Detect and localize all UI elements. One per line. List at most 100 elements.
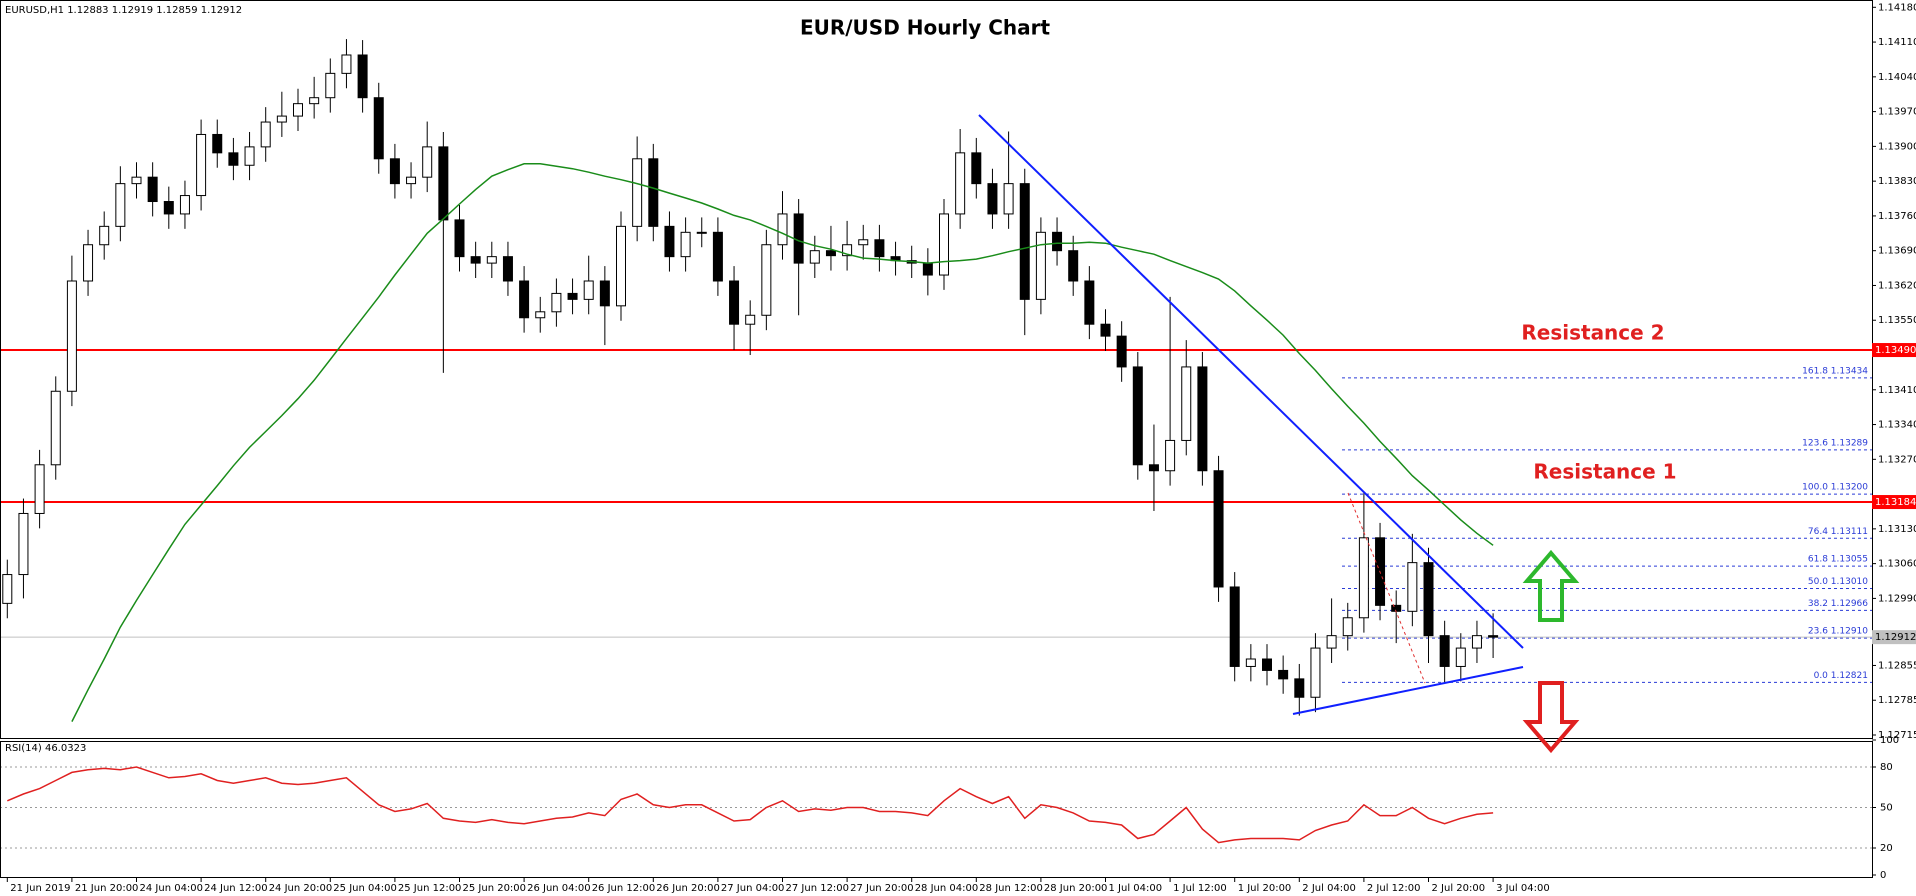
y-tick-label: 1.12855: [1878, 660, 1916, 671]
candle-body: [18, 512, 29, 576]
trend-line: [1292, 666, 1524, 715]
candle-body: [1278, 669, 1289, 680]
candle-body: [260, 121, 271, 148]
y-tick-label: 1.13130: [1878, 524, 1916, 535]
candle-body: [987, 183, 998, 215]
y-tick-label: 1.13760: [1878, 211, 1916, 222]
candle-body: [1358, 537, 1369, 619]
candle-body: [131, 176, 142, 185]
candle-body: [373, 97, 384, 160]
up-arrow: [1522, 549, 1580, 622]
x-tick-label: 2 Jul 12:00: [1367, 883, 1421, 894]
grid-layer: 161.8 1.13434 123.6 1.13289 100.0 1.13200 7…: [0, 349, 1872, 849]
moving-average: [71, 163, 1494, 722]
candle-body: [1391, 604, 1402, 612]
candle-body: [1326, 635, 1337, 649]
x-tick-label: 26 Jun 12:00: [592, 883, 656, 894]
x-tick-label: 21 Jun 2019: [10, 883, 70, 894]
candle-body: [83, 244, 94, 282]
candle-body: [551, 292, 562, 313]
x-tick-label: 1 Jul 04:00: [1109, 883, 1163, 894]
candle-body: [438, 146, 449, 221]
candle-body: [745, 314, 756, 325]
y-tick-label: 1.13340: [1878, 420, 1916, 431]
candle-body: [567, 292, 578, 300]
candle-body: [293, 103, 303, 117]
x-tick-label: 25 Jun 04:00: [333, 883, 397, 894]
down-arrow: [1522, 681, 1580, 754]
level-box: [1872, 495, 1916, 510]
candle-body: [406, 176, 417, 185]
y-tick-label: 1.13690: [1878, 246, 1916, 257]
candle-body: [276, 115, 287, 123]
y-tick-label: 1.13970: [1878, 107, 1916, 118]
x-tick-label: 27 Jun 20:00: [850, 883, 914, 894]
candle-body: [1100, 323, 1111, 337]
rsi-tick-label: 100: [1880, 735, 1899, 746]
candle-body: [971, 152, 982, 185]
candle-body: [712, 231, 723, 282]
candle-body: [729, 280, 740, 325]
x-tick-label: 28 Jun 20:00: [1044, 883, 1108, 894]
candle-body: [1116, 335, 1127, 368]
candle-body: [535, 311, 546, 319]
x-tick-label: 24 Jun 12:00: [204, 883, 268, 894]
fib-label: 76.4 1.13111: [1808, 527, 1868, 537]
rsi-tick-label: 0: [1880, 870, 1886, 881]
candle-body: [341, 54, 352, 74]
candle-body: [648, 158, 659, 227]
candle-body: [1165, 439, 1176, 472]
candle-body: [228, 152, 239, 166]
candle-body: [1229, 586, 1240, 667]
candle-body: [616, 225, 626, 307]
fib-label: 23.6 1.12910: [1808, 627, 1868, 637]
x-tick-label: 25 Jun 12:00: [398, 883, 462, 894]
candle-body: [583, 280, 594, 300]
candle-body: [1407, 562, 1418, 612]
candle-body: [163, 201, 174, 215]
candle-body: [1148, 464, 1159, 472]
candle-body: [1003, 183, 1014, 215]
candle-body: [842, 244, 853, 257]
x-tick-label: 26 Jun 20:00: [656, 883, 720, 894]
candle-body: [777, 213, 788, 246]
candle-body: [825, 250, 836, 257]
main-frame: [0, 0, 1873, 739]
candle-body: [922, 262, 933, 276]
x-tick-label: 21 Jun 20:00: [75, 883, 139, 894]
y-tick-label: 1.12715: [1878, 730, 1916, 741]
candle-body: [470, 256, 481, 264]
y-tick-label: 1.14110: [1878, 37, 1916, 48]
candle-body: [454, 219, 465, 258]
x-tick-label: 24 Jun 20:00: [269, 883, 333, 894]
candle-body: [1439, 635, 1450, 667]
fib-label: 0.0 1.12821: [1814, 671, 1868, 681]
candle-body: [1342, 617, 1353, 637]
y-tick-label: 1.13270: [1878, 454, 1916, 465]
candle-body: [50, 390, 61, 466]
x-tick-label: 28 Jun 04:00: [915, 883, 979, 894]
candle-body: [196, 133, 207, 197]
rsi-tick-label: 50: [1880, 803, 1893, 814]
fib-label: 161.8 1.13434: [1802, 366, 1868, 376]
level-label: 1.13184: [1875, 497, 1916, 508]
level-box: [1872, 343, 1916, 358]
fib-label: 50.0 1.13010: [1808, 577, 1868, 587]
rsi-line: [7, 766, 1494, 844]
x-tick-label: 27 Jun 04:00: [721, 883, 785, 894]
candle-body: [325, 72, 336, 99]
fib-label: 123.6 1.13289: [1802, 438, 1868, 448]
candle-body: [696, 231, 707, 234]
candle-body: [793, 213, 804, 264]
candle-body: [858, 239, 869, 246]
x-tick-label: 26 Jun 04:00: [527, 883, 591, 894]
candle-body: [115, 183, 126, 227]
candle-body: [1084, 280, 1095, 325]
y-tick-label: 1.12785: [1878, 695, 1916, 706]
annotation: Resistance 1: [1533, 460, 1676, 484]
candle-body: [1245, 658, 1256, 667]
y-tick-label: 1.13830: [1878, 176, 1916, 187]
candle-body: [179, 195, 190, 215]
candle-body: [1455, 647, 1466, 667]
